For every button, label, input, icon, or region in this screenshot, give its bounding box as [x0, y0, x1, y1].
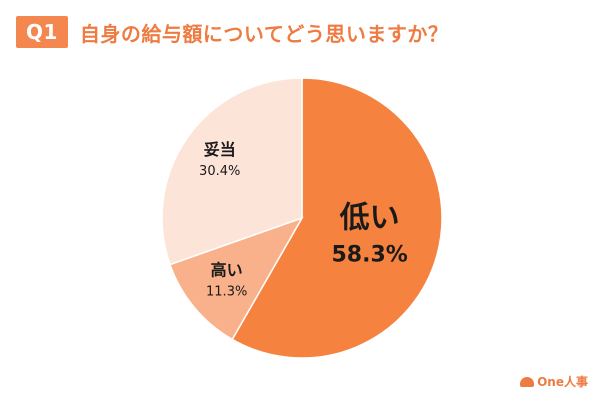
- slice-value-1: 11.3%: [206, 285, 247, 300]
- slice-value-0: 58.3%: [331, 243, 407, 268]
- slice-label-2: 妥当: [204, 140, 236, 159]
- question-title: 自身の給与額についてどう思いますか？: [79, 21, 449, 46]
- chart-header: Q1 自身の給与額についてどう思いますか？: [16, 16, 448, 48]
- slice-value-2: 30.4%: [199, 164, 240, 179]
- brand-logo: One人事: [520, 373, 588, 390]
- pie-slices: [161, 77, 443, 359]
- pie-slice-2: [161, 77, 303, 266]
- pie-slice-0: [231, 77, 443, 359]
- pie-labels: 低い 58.3% 高い 11.3% 妥当 30.4%: [199, 140, 408, 300]
- brand-name: One人事: [537, 375, 588, 389]
- pie-slice-1: [169, 216, 304, 341]
- question-badge: Q1: [16, 16, 68, 48]
- cloud-logo-icon: [520, 376, 535, 387]
- slice-label-1: 高い: [211, 261, 243, 280]
- slice-label-0: 低い: [339, 201, 400, 236]
